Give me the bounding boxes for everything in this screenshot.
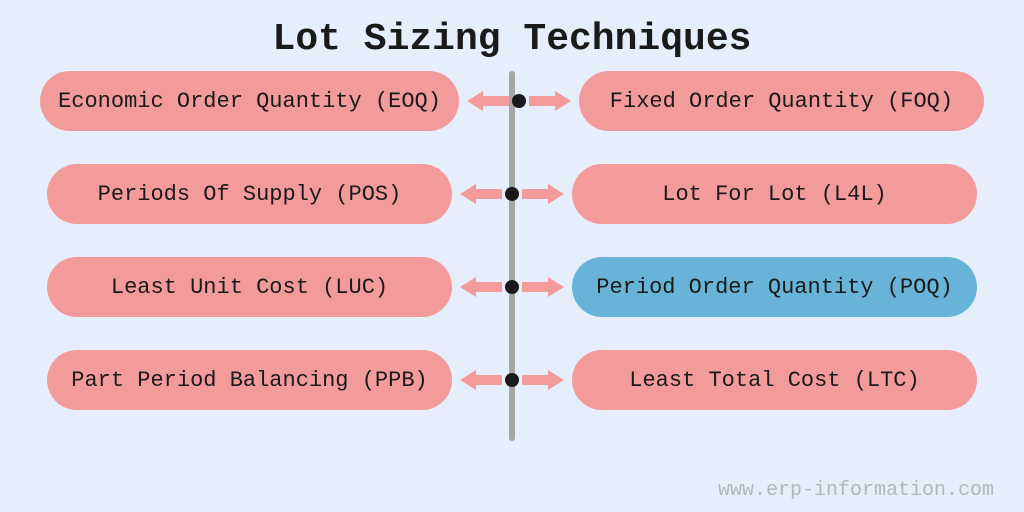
technique-pill-left: Least Unit Cost (LUC) — [47, 257, 452, 317]
technique-pill-right: Fixed Order Quantity (FOQ) — [579, 71, 984, 131]
arrow-right-icon — [522, 277, 564, 297]
diagram-rows: Economic Order Quantity (EOQ) Fixed Orde… — [0, 71, 1024, 410]
arrow-right-icon — [522, 370, 564, 390]
technique-row: Periods Of Supply (POS) Lot For Lot (L4L… — [30, 164, 994, 224]
technique-row: Least Unit Cost (LUC) Period Order Quant… — [30, 257, 994, 317]
spine-node — [512, 94, 526, 108]
spine-node — [505, 373, 519, 387]
arrow-right-icon — [529, 91, 571, 111]
row-center — [452, 184, 572, 204]
row-center — [459, 91, 579, 111]
arrow-left-icon — [467, 91, 509, 111]
row-center — [452, 370, 572, 390]
arrow-left-icon — [460, 277, 502, 297]
technique-pill-left: Part Period Balancing (PPB) — [47, 350, 452, 410]
technique-pill-right: Lot For Lot (L4L) — [572, 164, 977, 224]
technique-pill-right: Least Total Cost (LTC) — [572, 350, 977, 410]
row-center — [452, 277, 572, 297]
spine-node — [505, 280, 519, 294]
technique-row: Economic Order Quantity (EOQ) Fixed Orde… — [30, 71, 994, 131]
technique-row: Part Period Balancing (PPB) Least Total … — [30, 350, 994, 410]
technique-pill-left: Periods Of Supply (POS) — [47, 164, 452, 224]
arrow-right-icon — [522, 184, 564, 204]
arrow-left-icon — [460, 370, 502, 390]
technique-pill-left: Economic Order Quantity (EOQ) — [40, 71, 459, 131]
watermark: www.erp-information.com — [718, 479, 994, 502]
spine-node — [505, 187, 519, 201]
arrow-left-icon — [460, 184, 502, 204]
page-title: Lot Sizing Techniques — [0, 0, 1024, 71]
technique-pill-right: Period Order Quantity (POQ) — [572, 257, 977, 317]
